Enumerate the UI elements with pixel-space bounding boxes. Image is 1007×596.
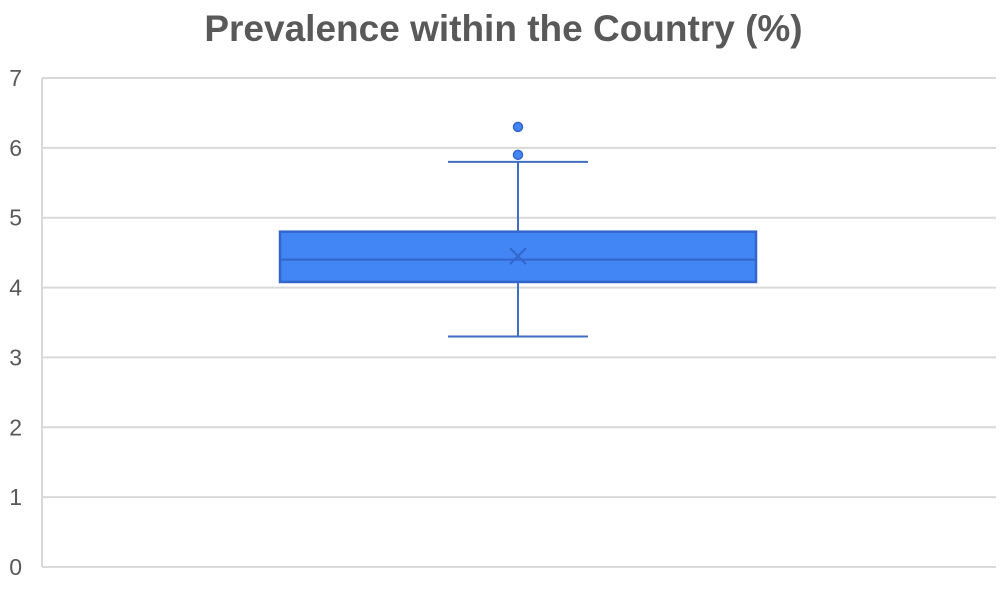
y-tick-label-7: 7 [9, 65, 22, 91]
chart-title: Prevalence within the Country (%) [204, 8, 803, 49]
y-tick-label-4: 4 [9, 275, 22, 301]
y-tick-label-1: 1 [9, 484, 22, 510]
y-tick-label-2: 2 [9, 414, 22, 440]
box-plot [278, 121, 758, 338]
y-axis-ticks: 0 1 2 3 4 5 6 7 [9, 65, 22, 580]
y-tick-label-3: 3 [9, 344, 22, 370]
outlier-point-2 [512, 121, 524, 133]
mean-marker-b [509, 247, 527, 265]
y-tick-label-0: 0 [9, 554, 22, 580]
y-tick-label-5: 5 [9, 205, 22, 231]
y-tick-label-6: 6 [9, 135, 22, 161]
outlier-point-1 [512, 149, 524, 161]
